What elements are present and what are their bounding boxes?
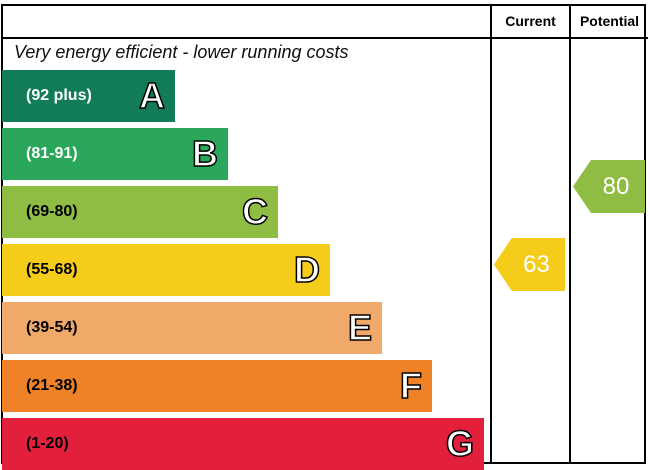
band-range: (39-54): [26, 319, 78, 336]
current-rating-arrow: 63: [494, 238, 565, 291]
band-letter: F: [399, 365, 423, 406]
header-divider: [1, 37, 648, 39]
current-header: Current: [505, 13, 556, 29]
band-letter: E: [347, 307, 373, 348]
current-rating-value: 63: [523, 250, 550, 278]
potential-rating-value: 80: [602, 172, 630, 200]
band-letter: C: [241, 191, 269, 232]
band-bar-f: (21-38) F: [2, 360, 432, 412]
band-bar-c: (69-80) C: [2, 186, 278, 238]
band-range: (81-91): [26, 145, 78, 162]
band-range: (69-80): [26, 203, 78, 220]
potential-header: Potential: [579, 13, 640, 29]
potential-column-divider: [569, 4, 571, 464]
band-bar-a: (92 plus) A: [2, 70, 175, 122]
band-range: (1-20): [26, 435, 69, 452]
current-column-divider: [490, 4, 492, 464]
band-letter: A: [138, 75, 166, 116]
band-range: (55-68): [26, 261, 78, 278]
band-bar-b: (81-91) B: [2, 128, 228, 180]
efficiency-label: Very energy efficient - lower running co…: [14, 42, 349, 62]
band-bar-d: (55-68) D: [2, 244, 330, 296]
band-bar-e: (39-54) E: [2, 302, 382, 354]
band-bar-g: (1-20) G: [2, 418, 484, 470]
band-range: (92 plus): [26, 87, 92, 104]
band-letter: B: [191, 133, 219, 174]
band-letter: G: [445, 423, 475, 464]
band-range: (21-38): [26, 377, 78, 394]
band-letter: D: [293, 249, 321, 290]
